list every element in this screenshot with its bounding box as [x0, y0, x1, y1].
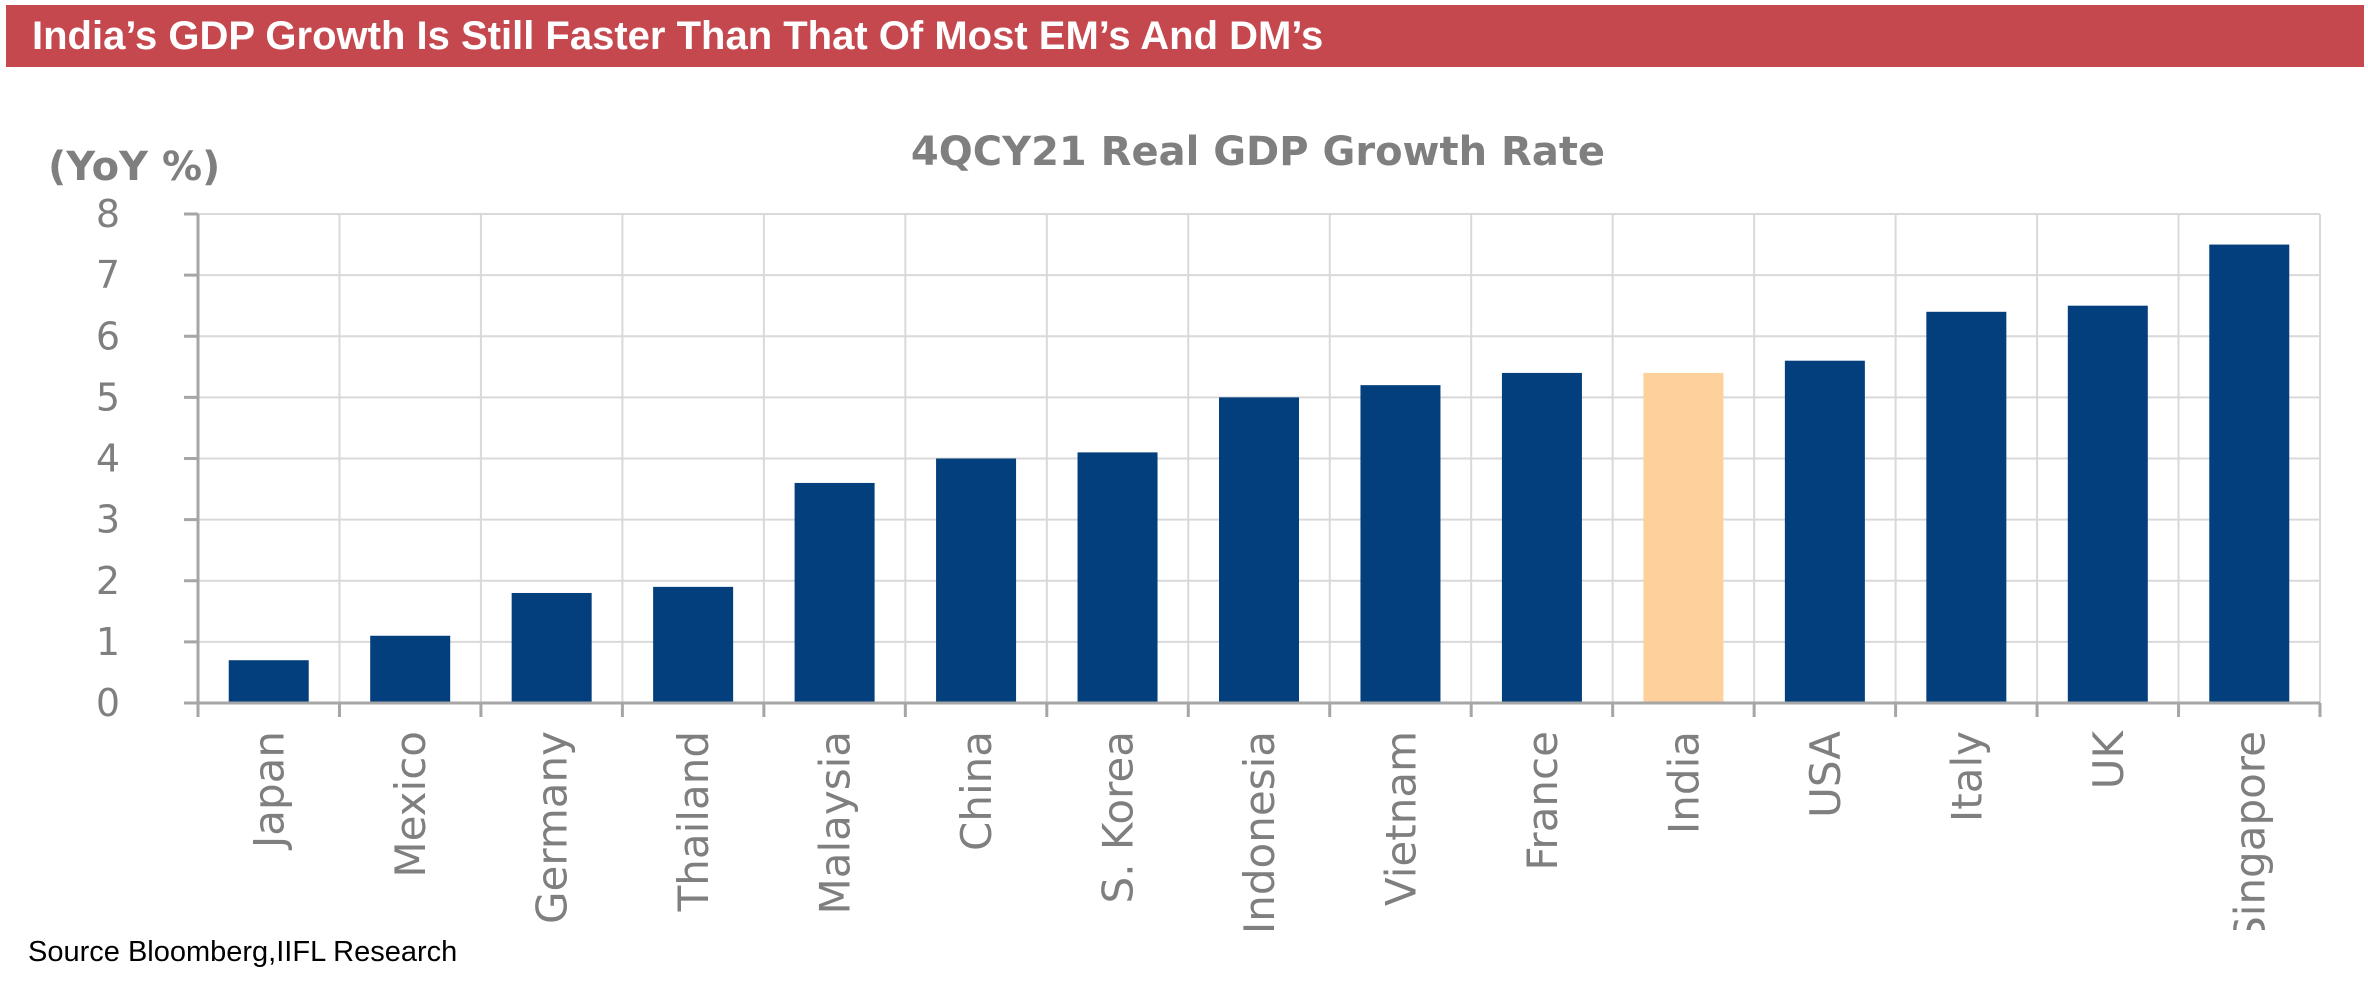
x-tick-label: France — [1518, 731, 1567, 871]
y-tick-label: 1 — [96, 620, 120, 664]
y-tick-label: 6 — [96, 314, 120, 358]
bars-layer — [228, 244, 2290, 703]
x-tick-labels: Japan Mexico Germany Thailand Malaysia China S… — [245, 730, 2275, 930]
bar-germany — [511, 592, 592, 703]
source-note: Source Bloomberg,IIFL Research — [28, 936, 458, 968]
y-tick-label: 7 — [96, 253, 120, 297]
bar-mexico — [370, 635, 451, 703]
x-tick-label: India — [1659, 731, 1708, 834]
x-tick-label: Vietnam — [1376, 731, 1425, 906]
y-tick-label: 0 — [96, 681, 120, 725]
bar-italy — [1926, 311, 2007, 703]
bar-thailand — [653, 586, 734, 703]
bar-singapore — [2209, 244, 2290, 703]
bar-uk — [2067, 305, 2148, 703]
chart-title: 4QCY21 Real GDP Growth Rate — [911, 129, 1605, 175]
x-tick-label: Singapore — [2225, 731, 2274, 930]
bar-s-korea — [1077, 452, 1158, 703]
x-tick-label: Malaysia — [811, 731, 860, 915]
bar-malaysia — [794, 482, 875, 703]
bar-japan — [228, 660, 309, 703]
x-tick-label: S. Korea — [1094, 731, 1143, 903]
x-tick-label: Thailand — [669, 731, 718, 912]
bar-india — [1643, 372, 1724, 703]
y-tick-labels: 0 1 2 3 4 5 6 7 8 — [96, 192, 120, 725]
y-axis-label: (YoY %) — [48, 144, 220, 190]
banner-title: India’s GDP Growth Is Still Faster Than … — [6, 5, 2364, 67]
x-tick-label: China — [952, 731, 1001, 851]
bar-france — [1501, 372, 1582, 703]
bar-vietnam — [1360, 385, 1441, 703]
x-tick-label: Indonesia — [1235, 731, 1284, 930]
x-tick-label: UK — [2084, 730, 2133, 790]
bar-indonesia — [1219, 397, 1299, 703]
x-tick-label: Japan — [245, 731, 294, 851]
y-tick-label: 5 — [96, 375, 120, 419]
grid-layer — [197, 213, 2321, 703]
y-tick-label: 3 — [96, 498, 120, 542]
y-tick-label: 8 — [96, 192, 120, 236]
x-tick-label: Germany — [528, 731, 577, 924]
x-tick-label: USA — [1801, 731, 1850, 818]
bar-chart: 4QCY21 Real GDP Growth Rate (YoY %) 0 1 2 3… — [48, 129, 2322, 930]
y-tick-label: 4 — [96, 437, 120, 481]
y-tick-label: 2 — [96, 559, 120, 603]
bar-usa — [1784, 360, 1865, 703]
axis-layer — [184, 212, 2322, 717]
x-tick-label: Italy — [1942, 731, 1991, 822]
x-tick-label: Mexico — [386, 731, 435, 878]
bar-china — [936, 458, 1017, 703]
